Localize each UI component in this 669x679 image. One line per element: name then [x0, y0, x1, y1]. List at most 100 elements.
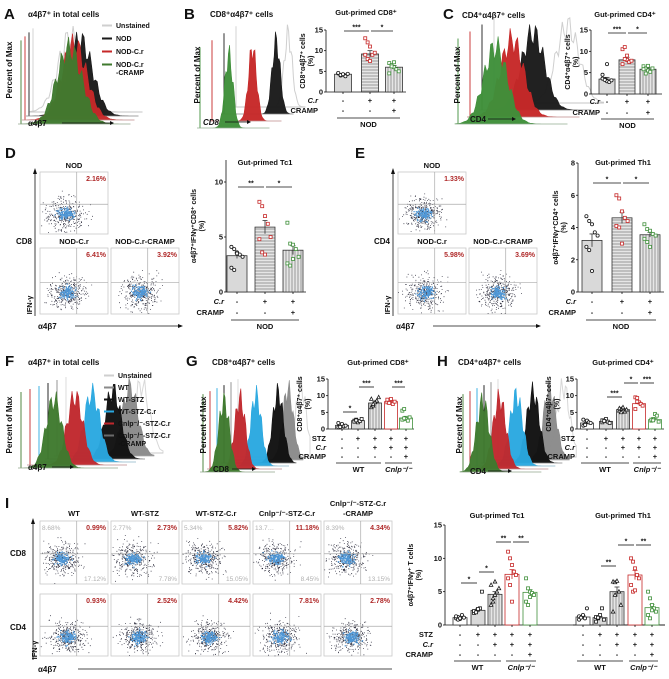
chart-title: Gut-primed Tc1 — [238, 158, 293, 167]
condition-sign: + — [493, 640, 498, 649]
data-point — [232, 267, 237, 272]
significance-label: ** — [641, 539, 647, 546]
data-point — [635, 573, 639, 577]
data-point — [582, 616, 587, 621]
data-point — [345, 71, 350, 76]
group-label: Cnlp⁻/⁻ — [634, 465, 662, 474]
quadrant-percent: 2.77% — [113, 525, 132, 532]
flow-plot-cd8: 4.34% 8.39% 13.15% — [323, 520, 393, 585]
condition-sign: + — [476, 630, 481, 639]
condition-sign: + — [528, 650, 533, 659]
data-point — [651, 418, 656, 423]
data-point — [389, 397, 393, 401]
y-axis-label: (%) — [308, 56, 315, 67]
panel-letter-g: G — [186, 353, 198, 370]
condition-sign: + — [368, 96, 373, 105]
data-point — [620, 47, 625, 52]
data-point — [622, 57, 627, 61]
data-point — [646, 589, 650, 594]
plot-frame — [468, 247, 538, 315]
y-axis-label: Percent of Max — [455, 396, 464, 453]
condition-sign: + — [356, 434, 361, 443]
flow-plot-cd4: 0.93% — [39, 593, 109, 657]
data-point — [385, 397, 390, 402]
significance-label: *** — [610, 391, 618, 398]
panel-a-title: α4β7⁺ in total cells — [28, 10, 100, 19]
flow-plot: 6.41% NOD-C.r — [39, 237, 109, 315]
condition-sign: + — [291, 308, 296, 317]
histogram-b: Percent of Max CD8 — [193, 24, 306, 129]
column-title: WT-STZ — [131, 509, 159, 518]
significance-label: ** — [606, 560, 612, 567]
significance-label: * — [630, 377, 633, 384]
significance-label: * — [606, 177, 609, 184]
condition-sign: + — [650, 630, 655, 639]
event-dots-dense — [342, 629, 364, 647]
chart-title: Gut-primed CD4⁺ — [592, 358, 654, 367]
data-point — [595, 233, 600, 238]
condition-label: C.r — [565, 443, 577, 452]
plot-title: NOD-C.r-CRAMP — [115, 237, 175, 246]
y-tick-label: 15 — [315, 26, 323, 35]
bar-chart-d: Gut-primed Tc1 0 5 10 α4β7⁺IFNγ⁺CD8⁺ cells (%… — [191, 158, 306, 331]
plot-frame — [397, 247, 467, 315]
condition-sign: + — [653, 452, 658, 461]
quadrant-percent: 7.81% — [299, 598, 320, 605]
data-point — [387, 71, 392, 76]
data-point — [625, 53, 629, 58]
flow-plot-cd8: 5.82% 5.34% 15.05% — [181, 520, 251, 585]
data-point — [368, 396, 374, 401]
plot-frame — [181, 593, 251, 657]
flow-plot: 3.69% NOD-C.r-CRAMP — [468, 237, 538, 315]
y-tick-label: 10 — [580, 47, 588, 56]
histogram-h: Percent of Max CD4 — [455, 378, 577, 476]
data-point — [524, 576, 528, 581]
data-point — [368, 44, 372, 49]
plot-frame — [110, 520, 180, 585]
y-axis-label: IFN-γ — [25, 295, 34, 315]
data-point — [387, 61, 392, 65]
arrowhead-icon — [536, 324, 541, 328]
bar — [611, 217, 633, 293]
significance-label: * — [636, 27, 639, 34]
data-point — [338, 424, 343, 429]
legend-f: Unstained WT WT-STZ WT-STZ-C.r Cnlp⁻/⁻-STZ-C… — [104, 373, 171, 448]
condition-sign: + — [633, 640, 638, 649]
quadrant-percent: 7.78% — [159, 576, 178, 583]
row-label: CD4 — [10, 623, 27, 632]
data-point — [336, 420, 341, 425]
event-dots-dense — [262, 550, 286, 565]
flow-plot: 2.16%NOD — [39, 161, 109, 235]
data-point — [232, 247, 237, 252]
data-point — [405, 418, 410, 423]
condition-sign: + — [404, 443, 409, 452]
plot-title: NOD-C.r-CRAMP — [473, 237, 533, 246]
condition-sign: + — [291, 297, 296, 306]
plot-title: NOD — [66, 161, 83, 170]
data-point — [602, 617, 606, 622]
panel-letter-f: F — [5, 353, 14, 370]
data-point — [624, 406, 630, 412]
arrowhead-icon — [70, 465, 74, 469]
flow-plot-cd4: 2.52% — [110, 593, 180, 657]
bar-chart-g: Gut-primed CD8⁺ 0 5 10 15 CD8⁺α4β7⁺ cells (%) *… — [297, 358, 414, 474]
data-point — [234, 251, 239, 256]
condition-sign: + — [373, 434, 378, 443]
condition-sign: + — [621, 434, 626, 443]
quadrant-percent: 4.42% — [228, 598, 249, 605]
panel-letter-i: I — [5, 495, 9, 512]
condition-sign: + — [389, 443, 394, 452]
y-tick-label: 15 — [566, 375, 574, 384]
data-point — [648, 616, 652, 621]
significance-label: * — [485, 566, 488, 573]
condition-sign: - — [341, 443, 344, 452]
data-point — [257, 199, 262, 204]
condition-label: C.r — [316, 443, 328, 452]
y-tick-label: 10 — [434, 554, 442, 563]
y-tick-label: 5 — [584, 68, 588, 77]
data-point — [506, 549, 510, 554]
condition-sign: + — [648, 297, 653, 306]
flow-plot: 5.98% NOD-C.r — [397, 237, 467, 315]
data-point — [343, 423, 348, 428]
data-point — [620, 209, 624, 214]
